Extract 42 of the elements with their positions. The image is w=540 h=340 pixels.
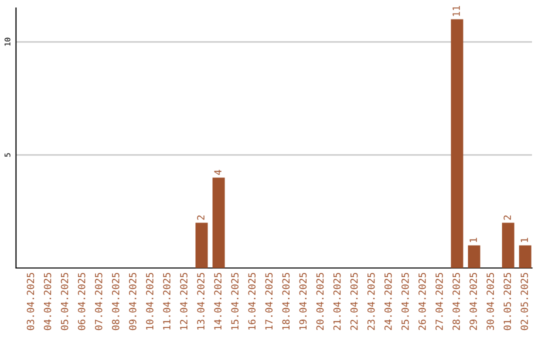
data-label: 1 — [470, 238, 477, 242]
bar — [519, 245, 532, 268]
data-label: 1 — [520, 238, 528, 242]
x-tick-label: 04.04.2025 — [44, 272, 52, 330]
data-label: 11 — [452, 6, 460, 16]
x-tick-label: 10.04.2025 — [146, 272, 154, 330]
x-tick-label: 23.04.2025 — [367, 272, 375, 330]
data-label: 2 — [197, 215, 204, 220]
bar — [212, 178, 225, 268]
x-tick-label: 08.04.2025 — [112, 272, 120, 330]
x-tick-label: 02.05.2025 — [520, 272, 528, 330]
x-tick-label: 27.04.2025 — [436, 272, 443, 330]
x-tick-label: 05.04.2025 — [60, 272, 68, 330]
x-tick-label: 14.04.2025 — [214, 272, 222, 330]
data-label: 2 — [504, 215, 511, 220]
x-tick-label: 12.04.2025 — [180, 272, 188, 330]
x-tick-label: 29.04.2025 — [470, 272, 477, 330]
x-tick-label: 26.04.2025 — [418, 272, 426, 330]
bar — [195, 222, 208, 268]
x-tick-label: 20.04.2025 — [316, 272, 324, 330]
x-tick-label: 21.04.2025 — [333, 272, 341, 330]
x-tick-label: 19.04.2025 — [299, 272, 307, 330]
x-tick-label: 03.04.2025 — [26, 272, 34, 330]
bar — [450, 19, 464, 268]
x-tick-label: 15.04.2025 — [231, 272, 239, 330]
bar — [502, 222, 514, 268]
x-tick-label: 06.04.2025 — [78, 272, 86, 330]
x-tick-label: 18.04.2025 — [282, 272, 290, 330]
x-tick-label: 22.04.2025 — [350, 272, 358, 330]
x-tick-label: 28.04.2025 — [452, 272, 460, 330]
x-tick-label: 11.04.2025 — [163, 272, 170, 330]
x-tick-label: 09.04.2025 — [129, 272, 136, 330]
x-tick-label: 25.04.2025 — [401, 272, 409, 330]
x-tick-label: 01.05.2025 — [504, 272, 512, 330]
bar — [468, 245, 480, 268]
x-tick-label: 13.04.2025 — [197, 272, 204, 330]
x-tick-label: 17.04.2025 — [265, 272, 273, 330]
data-label: 4 — [214, 170, 222, 175]
x-tick-label: 30.04.2025 — [486, 272, 494, 330]
x-tick-label: 24.04.2025 — [384, 272, 392, 330]
x-tick-label: 16.04.2025 — [248, 272, 256, 330]
x-tick-label: 07.04.2025 — [94, 272, 102, 330]
